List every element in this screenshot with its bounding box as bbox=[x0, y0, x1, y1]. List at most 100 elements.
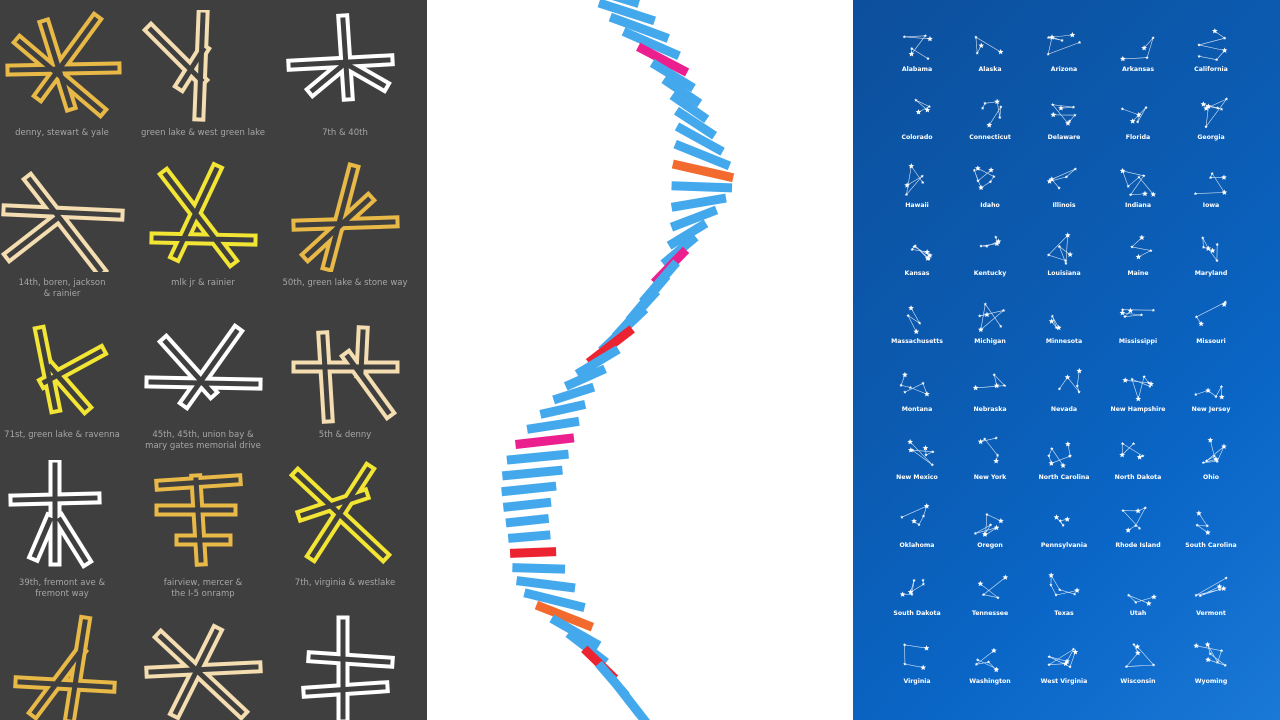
constellation-label: Oklahoma bbox=[899, 542, 935, 549]
constellation-label: Nevada bbox=[1050, 406, 1078, 413]
constellation-label: New Mexico bbox=[896, 474, 938, 481]
constellation-label: Wyoming bbox=[1194, 678, 1228, 685]
constellation-label: New Jersey bbox=[1191, 406, 1231, 413]
stripe-bar bbox=[673, 139, 732, 171]
stripe-bar bbox=[585, 325, 635, 367]
stripe-bar bbox=[501, 481, 557, 497]
constellation-item: South Dakota bbox=[876, 570, 958, 618]
constellation-item: Hawaii bbox=[876, 162, 958, 210]
intersection-item bbox=[0, 612, 132, 720]
constellation-item: Mississippi bbox=[1097, 298, 1179, 346]
constellation-label: North Carolina bbox=[1038, 474, 1090, 481]
constellation-item: Montana bbox=[876, 366, 958, 414]
constellation-item: Pennsylvania bbox=[1023, 502, 1105, 550]
constellation-star-icon bbox=[1200, 97, 1229, 129]
intersection-glyph-icon bbox=[7, 460, 102, 569]
stripe-bar bbox=[671, 181, 733, 193]
intersection-glyph-icon bbox=[31, 324, 109, 417]
constellation-label: West Virginia bbox=[1040, 678, 1088, 685]
constellation-item: Alabama bbox=[876, 26, 958, 74]
stripe-bar bbox=[574, 345, 621, 378]
constellation-star-icon bbox=[1047, 647, 1079, 669]
constellation-label: Wisconsin bbox=[1120, 678, 1156, 685]
constellation-label: Maryland bbox=[1194, 270, 1228, 277]
constellation-star-icon bbox=[1122, 374, 1154, 402]
stripe-bar bbox=[661, 75, 703, 108]
stripe-bar bbox=[597, 0, 656, 26]
constellation-item: Connecticut bbox=[949, 94, 1031, 142]
stripe-bar bbox=[539, 399, 587, 419]
stripe-bar bbox=[617, 687, 658, 720]
constellation-star-icon bbox=[1201, 236, 1219, 263]
intersection-item: 71st, green lake & ravenna bbox=[0, 312, 132, 441]
constellation-item: Ohio bbox=[1170, 434, 1252, 482]
stripe-bar bbox=[636, 42, 690, 77]
constellation-label: Texas bbox=[1054, 610, 1074, 617]
stripe-bar bbox=[523, 588, 586, 613]
intersection-glyph-icon bbox=[288, 461, 392, 565]
constellation-label: Georgia bbox=[1197, 134, 1225, 141]
constellation-label: Illinois bbox=[1052, 202, 1076, 209]
constellation-label: Missouri bbox=[1196, 338, 1226, 345]
constellation-label: Arizona bbox=[1050, 66, 1078, 73]
constellation-star-icon bbox=[1119, 167, 1157, 197]
constellation-star-icon bbox=[910, 244, 933, 261]
constellation-label: Rhode Island bbox=[1115, 542, 1161, 549]
intersection-glyph-icon bbox=[300, 615, 395, 720]
intersection-glyph-icon bbox=[143, 322, 263, 412]
constellation-item: West Virginia bbox=[1023, 638, 1105, 686]
constellation-item: Arizona bbox=[1023, 26, 1105, 74]
constellation-item: Maine bbox=[1097, 230, 1179, 278]
constellation-label: New Hampshire bbox=[1110, 406, 1166, 413]
constellation-star-icon bbox=[973, 512, 1004, 537]
constellation-item: Oklahoma bbox=[876, 502, 958, 550]
constellation-star-icon bbox=[899, 578, 926, 597]
constellation-label: Iowa bbox=[1202, 202, 1220, 209]
intersection-item: green lake & west green lake bbox=[133, 10, 273, 139]
constellation-star-icon bbox=[1193, 171, 1228, 196]
constellation-star-icon bbox=[904, 163, 925, 196]
intersection-item bbox=[133, 612, 273, 720]
constellation-item: Michigan bbox=[949, 298, 1031, 346]
constellation-label: Massachusetts bbox=[891, 338, 943, 345]
constellation-star-icon bbox=[1120, 105, 1148, 124]
stripe-bar bbox=[674, 122, 725, 156]
constellation-label: Oregon bbox=[977, 542, 1003, 549]
constellation-label: Maine bbox=[1127, 270, 1149, 277]
constellation-label: Virginia bbox=[903, 678, 931, 685]
constellation-item: Kansas bbox=[876, 230, 958, 278]
constellation-star-icon bbox=[1046, 167, 1078, 190]
stripe-bar bbox=[621, 27, 681, 61]
constellation-star-icon bbox=[1050, 102, 1077, 126]
constellation-label: Louisiana bbox=[1047, 270, 1081, 277]
constellation-star-icon bbox=[914, 98, 931, 115]
intersection-item bbox=[275, 612, 415, 720]
intersection-item: 45th, 45th, union bay & mary gates memor… bbox=[133, 312, 273, 452]
stripe-bar bbox=[526, 416, 580, 434]
intersection-item: denny, stewart & yale bbox=[0, 10, 132, 139]
stripe-bar bbox=[505, 513, 550, 528]
constellation-item: Illinois bbox=[1023, 162, 1105, 210]
intersection-glyph-icon bbox=[148, 161, 258, 270]
constellation-star-icon bbox=[977, 436, 1000, 464]
constellation-star-icon bbox=[974, 35, 1004, 55]
constellation-star-icon bbox=[980, 98, 1003, 128]
constellation-item: Texas bbox=[1023, 570, 1105, 618]
constellation-label: Kansas bbox=[904, 270, 930, 277]
stripe-bar bbox=[673, 106, 718, 140]
constellation-item: Louisiana bbox=[1023, 230, 1105, 278]
constellation-item: Arkansas bbox=[1097, 26, 1179, 74]
constellation-item: Wisconsin bbox=[1097, 638, 1179, 686]
constellation-star-icon bbox=[977, 302, 1006, 333]
stripe-bar bbox=[563, 364, 607, 391]
constellation-label: Connecticut bbox=[969, 134, 1011, 141]
constellation-star-icon bbox=[974, 647, 1000, 673]
constellation-star-icon bbox=[1197, 28, 1228, 62]
constellation-item: Delaware bbox=[1023, 94, 1105, 142]
intersection-item: 39th, fremont ave & fremont way bbox=[0, 460, 132, 600]
constellation-item: Virginia bbox=[876, 638, 958, 686]
constellation-label: New York bbox=[973, 474, 1007, 481]
constellation-label: Indiana bbox=[1124, 202, 1151, 209]
constellation-star-icon bbox=[906, 305, 922, 335]
stripe-bar bbox=[552, 382, 596, 405]
